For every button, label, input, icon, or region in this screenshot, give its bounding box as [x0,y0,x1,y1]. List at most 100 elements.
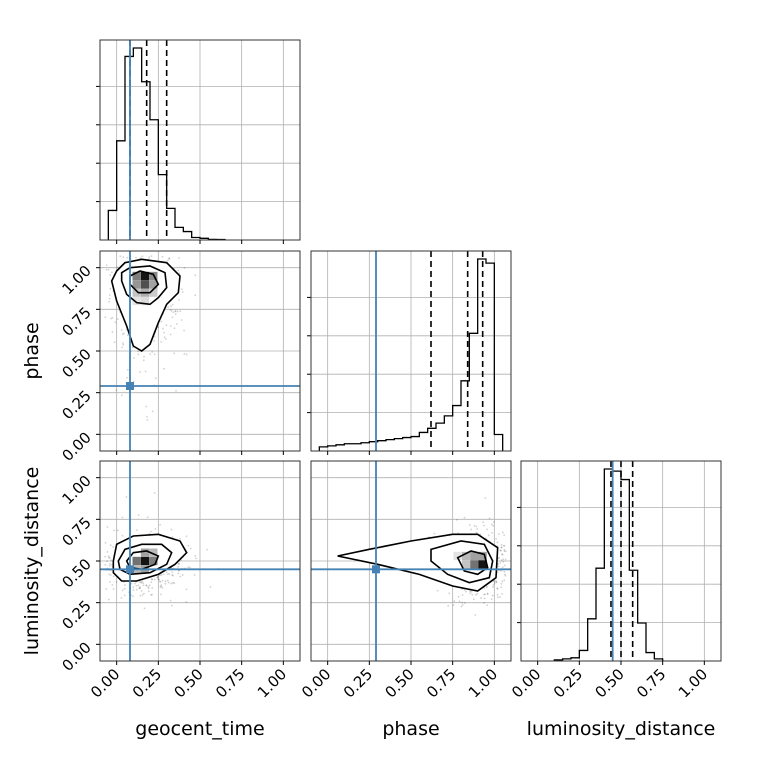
sample-point [165,324,168,327]
sample-point [496,587,499,590]
sample-point [497,565,500,568]
x-tick-label: 0.75 [633,665,669,701]
x-tick-label: 0.25 [550,665,586,701]
sample-point [147,585,150,588]
sample-point [121,534,124,537]
sample-point [116,266,118,269]
sample-point [121,346,123,349]
contour-line [129,270,160,294]
sample-point [503,548,506,551]
sample-point [169,308,172,311]
sample-point [494,580,497,582]
sample-point [185,353,188,356]
sample-point [147,587,150,590]
y-tick-label: 0.25 [58,597,94,633]
sample-point [137,353,140,356]
sample-point [460,605,463,608]
density-cell [140,556,150,566]
sample-point [158,580,161,583]
truth-marker [372,565,380,574]
sample-point [104,555,107,558]
sample-point [185,601,188,603]
sample-point [173,327,176,330]
sample-point [453,600,456,603]
sample-point [160,585,163,588]
y-tick-label: 1.00 [58,472,94,508]
sample-point [151,587,154,589]
sample-point [150,255,153,257]
sample-point [458,600,461,603]
sample-point [142,584,145,587]
x-tick-label: 0.50 [170,665,206,701]
x-tick-label: 0.50 [591,665,627,701]
sample-point [474,614,477,616]
sample-point [170,309,173,312]
sample-point [500,582,503,585]
sample-point [187,544,190,547]
sample-point [457,595,460,598]
sample-point [146,418,149,421]
sample-point [160,340,163,343]
sample-point [465,590,467,593]
sample-point [105,268,108,271]
sample-point [501,592,504,595]
sample-point [493,582,496,584]
sample-point [169,599,172,602]
sample-point [188,566,191,569]
sample-point [172,574,174,577]
sample-point [484,497,487,500]
sample-point [109,562,112,565]
sample-point [109,581,111,583]
sample-point [139,257,142,259]
sample-point [164,338,167,340]
sample-point [483,593,485,596]
contour-fill [337,534,498,591]
sample-point [161,586,164,589]
sample-point [488,517,491,520]
sample-point [145,405,148,408]
sample-point [447,604,450,607]
sample-point [502,560,505,563]
sample-point [159,580,162,583]
sample-point [139,587,141,590]
density-cell [140,280,150,289]
sample-point [503,564,506,567]
sample-point [500,559,503,562]
sample-point [122,256,125,259]
sample-point [166,573,169,576]
sample-point [112,588,115,590]
sample-point [463,589,466,591]
x-axis-label: geocent_time [135,718,264,740]
sample-point [503,550,506,553]
x-tick-label: 0.25 [129,665,165,701]
sample-point [139,371,141,374]
sample-point [109,274,112,277]
sample-point [163,331,165,334]
sample-point [109,574,112,576]
sample-point [504,574,507,577]
sample-point [480,597,483,599]
sample-point [172,581,174,584]
sample-point [176,310,179,313]
x-tick-label: 0.75 [423,665,459,701]
sample-point [108,557,111,559]
sample-point [475,525,478,528]
sample-point [504,558,507,561]
density-cell [149,288,158,297]
sample-point [158,578,160,581]
sample-point [108,300,111,303]
sample-point [113,341,116,344]
contour-line [430,540,494,584]
sample-point [177,563,180,565]
contour-line [117,543,173,576]
sample-point [139,586,141,589]
y-tick-label: 0.50 [58,345,94,381]
sample-point [153,340,155,342]
density-cell [453,551,462,561]
sample-point [209,586,212,588]
sample-point [126,334,129,337]
sample-point [146,415,148,418]
sample-point [153,492,156,494]
sample-point [126,256,129,259]
x-tick-label: 0.00 [298,665,334,701]
